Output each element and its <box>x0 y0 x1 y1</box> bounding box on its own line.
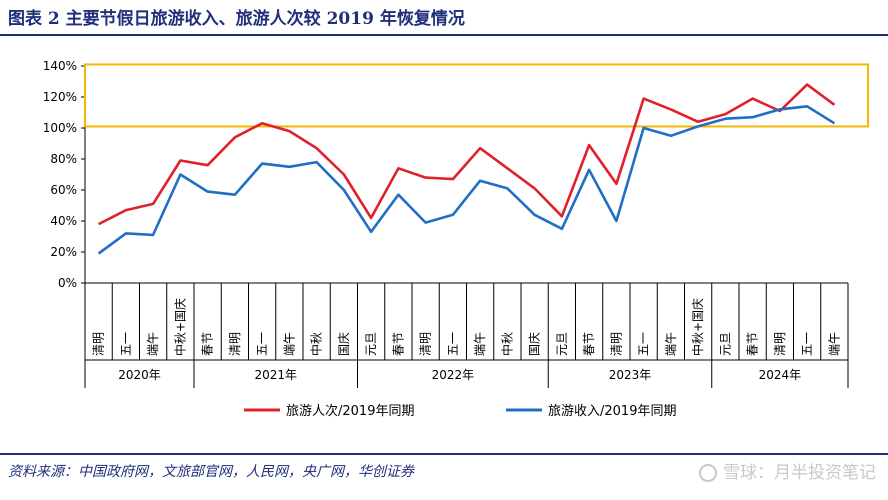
x-tick-label: 五一 <box>446 332 460 356</box>
x-tick-label: 端午 <box>473 332 487 356</box>
source-rule <box>0 453 888 455</box>
x-tick-label: 端午 <box>282 332 296 356</box>
x-tick-label: 端午 <box>146 332 160 356</box>
x-tick-label: 国庆 <box>337 332 351 356</box>
year-label: 2020年 <box>118 368 161 382</box>
x-tick-label: 国庆 <box>528 332 542 356</box>
y-tick-label: 80% <box>50 152 77 166</box>
x-tick-label: 元旦 <box>364 332 378 356</box>
title-bar: 图表 2 主要节假日旅游收入、旅游人次较 2019 年恢复情况 <box>0 0 888 36</box>
x-tick-label: 春节 <box>201 332 215 356</box>
year-label: 2022年 <box>432 368 475 382</box>
y-tick-label: 140% <box>43 59 77 73</box>
x-tick-label: 清明 <box>92 332 106 356</box>
x-tick-label: 清明 <box>419 332 433 356</box>
x-tick-label: 春节 <box>746 332 760 356</box>
y-tick-label: 100% <box>43 121 77 135</box>
series-line-2 <box>97 105 836 255</box>
x-tick-label: 元旦 <box>718 332 732 356</box>
snowball-logo-icon <box>699 464 717 482</box>
watermark-text: 雪球：月半投资笔记 <box>723 463 876 483</box>
x-tick-label: 五一 <box>800 332 814 356</box>
x-tick-label: 清明 <box>228 332 242 356</box>
highlight-box <box>84 63 869 128</box>
x-tick-label: 春节 <box>391 332 405 356</box>
x-tick-label: 中秋+国庆 <box>172 298 187 356</box>
x-tick-label: 端午 <box>664 332 678 356</box>
x-tick-label: 端午 <box>827 332 841 356</box>
legend-label: 旅游收入/2019年同期 <box>548 404 676 419</box>
title-rule <box>0 34 888 36</box>
y-tick-label: 60% <box>50 183 77 197</box>
x-tick-label: 中秋 <box>499 332 514 356</box>
y-tick-label: 40% <box>50 214 77 228</box>
x-tick-label: 清明 <box>773 332 787 356</box>
year-label: 2024年 <box>759 368 802 382</box>
year-label: 2021年 <box>254 368 297 382</box>
legend-label: 旅游人次/2019年同期 <box>286 403 414 419</box>
x-tick-label: 清明 <box>609 332 623 356</box>
year-label: 2023年 <box>609 368 652 382</box>
x-tick-label: 元旦 <box>555 332 569 356</box>
watermark: 雪球：月半投资笔记 <box>699 458 876 483</box>
chart-area: 0% 20% 40% 60% 80% 100% 120% 140% 2020年 2021年 2022… <box>43 59 869 419</box>
y-tick-label: 120% <box>43 90 77 104</box>
source-note: 资料来源：中国政府网，文旅部官网，人民网，央广网，华创证券 <box>8 464 414 480</box>
y-tick-label: 0% <box>58 276 77 290</box>
x-tick-label: 中秋 <box>309 332 324 356</box>
x-tick-label: 春节 <box>582 332 596 356</box>
x-tick-label: 中秋+国庆 <box>690 298 705 356</box>
chart-title: 图表 2 主要节假日旅游收入、旅游人次较 2019 年恢复情况 <box>8 9 465 29</box>
x-tick-label: 五一 <box>255 332 269 356</box>
x-tick-label: 五一 <box>119 332 133 356</box>
x-tick-label: 五一 <box>637 332 651 356</box>
series-line-1 <box>98 83 836 226</box>
y-tick-label: 20% <box>50 245 77 259</box>
